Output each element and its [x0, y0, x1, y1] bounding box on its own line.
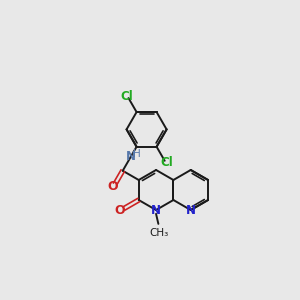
Text: N: N: [126, 150, 136, 163]
Text: Cl: Cl: [120, 90, 133, 103]
Text: H: H: [134, 149, 141, 159]
Text: N: N: [151, 203, 161, 217]
Text: O: O: [115, 203, 125, 217]
Text: Cl: Cl: [160, 156, 173, 169]
Text: CH₃: CH₃: [149, 228, 169, 238]
Text: N: N: [186, 203, 196, 217]
Text: O: O: [107, 180, 118, 193]
